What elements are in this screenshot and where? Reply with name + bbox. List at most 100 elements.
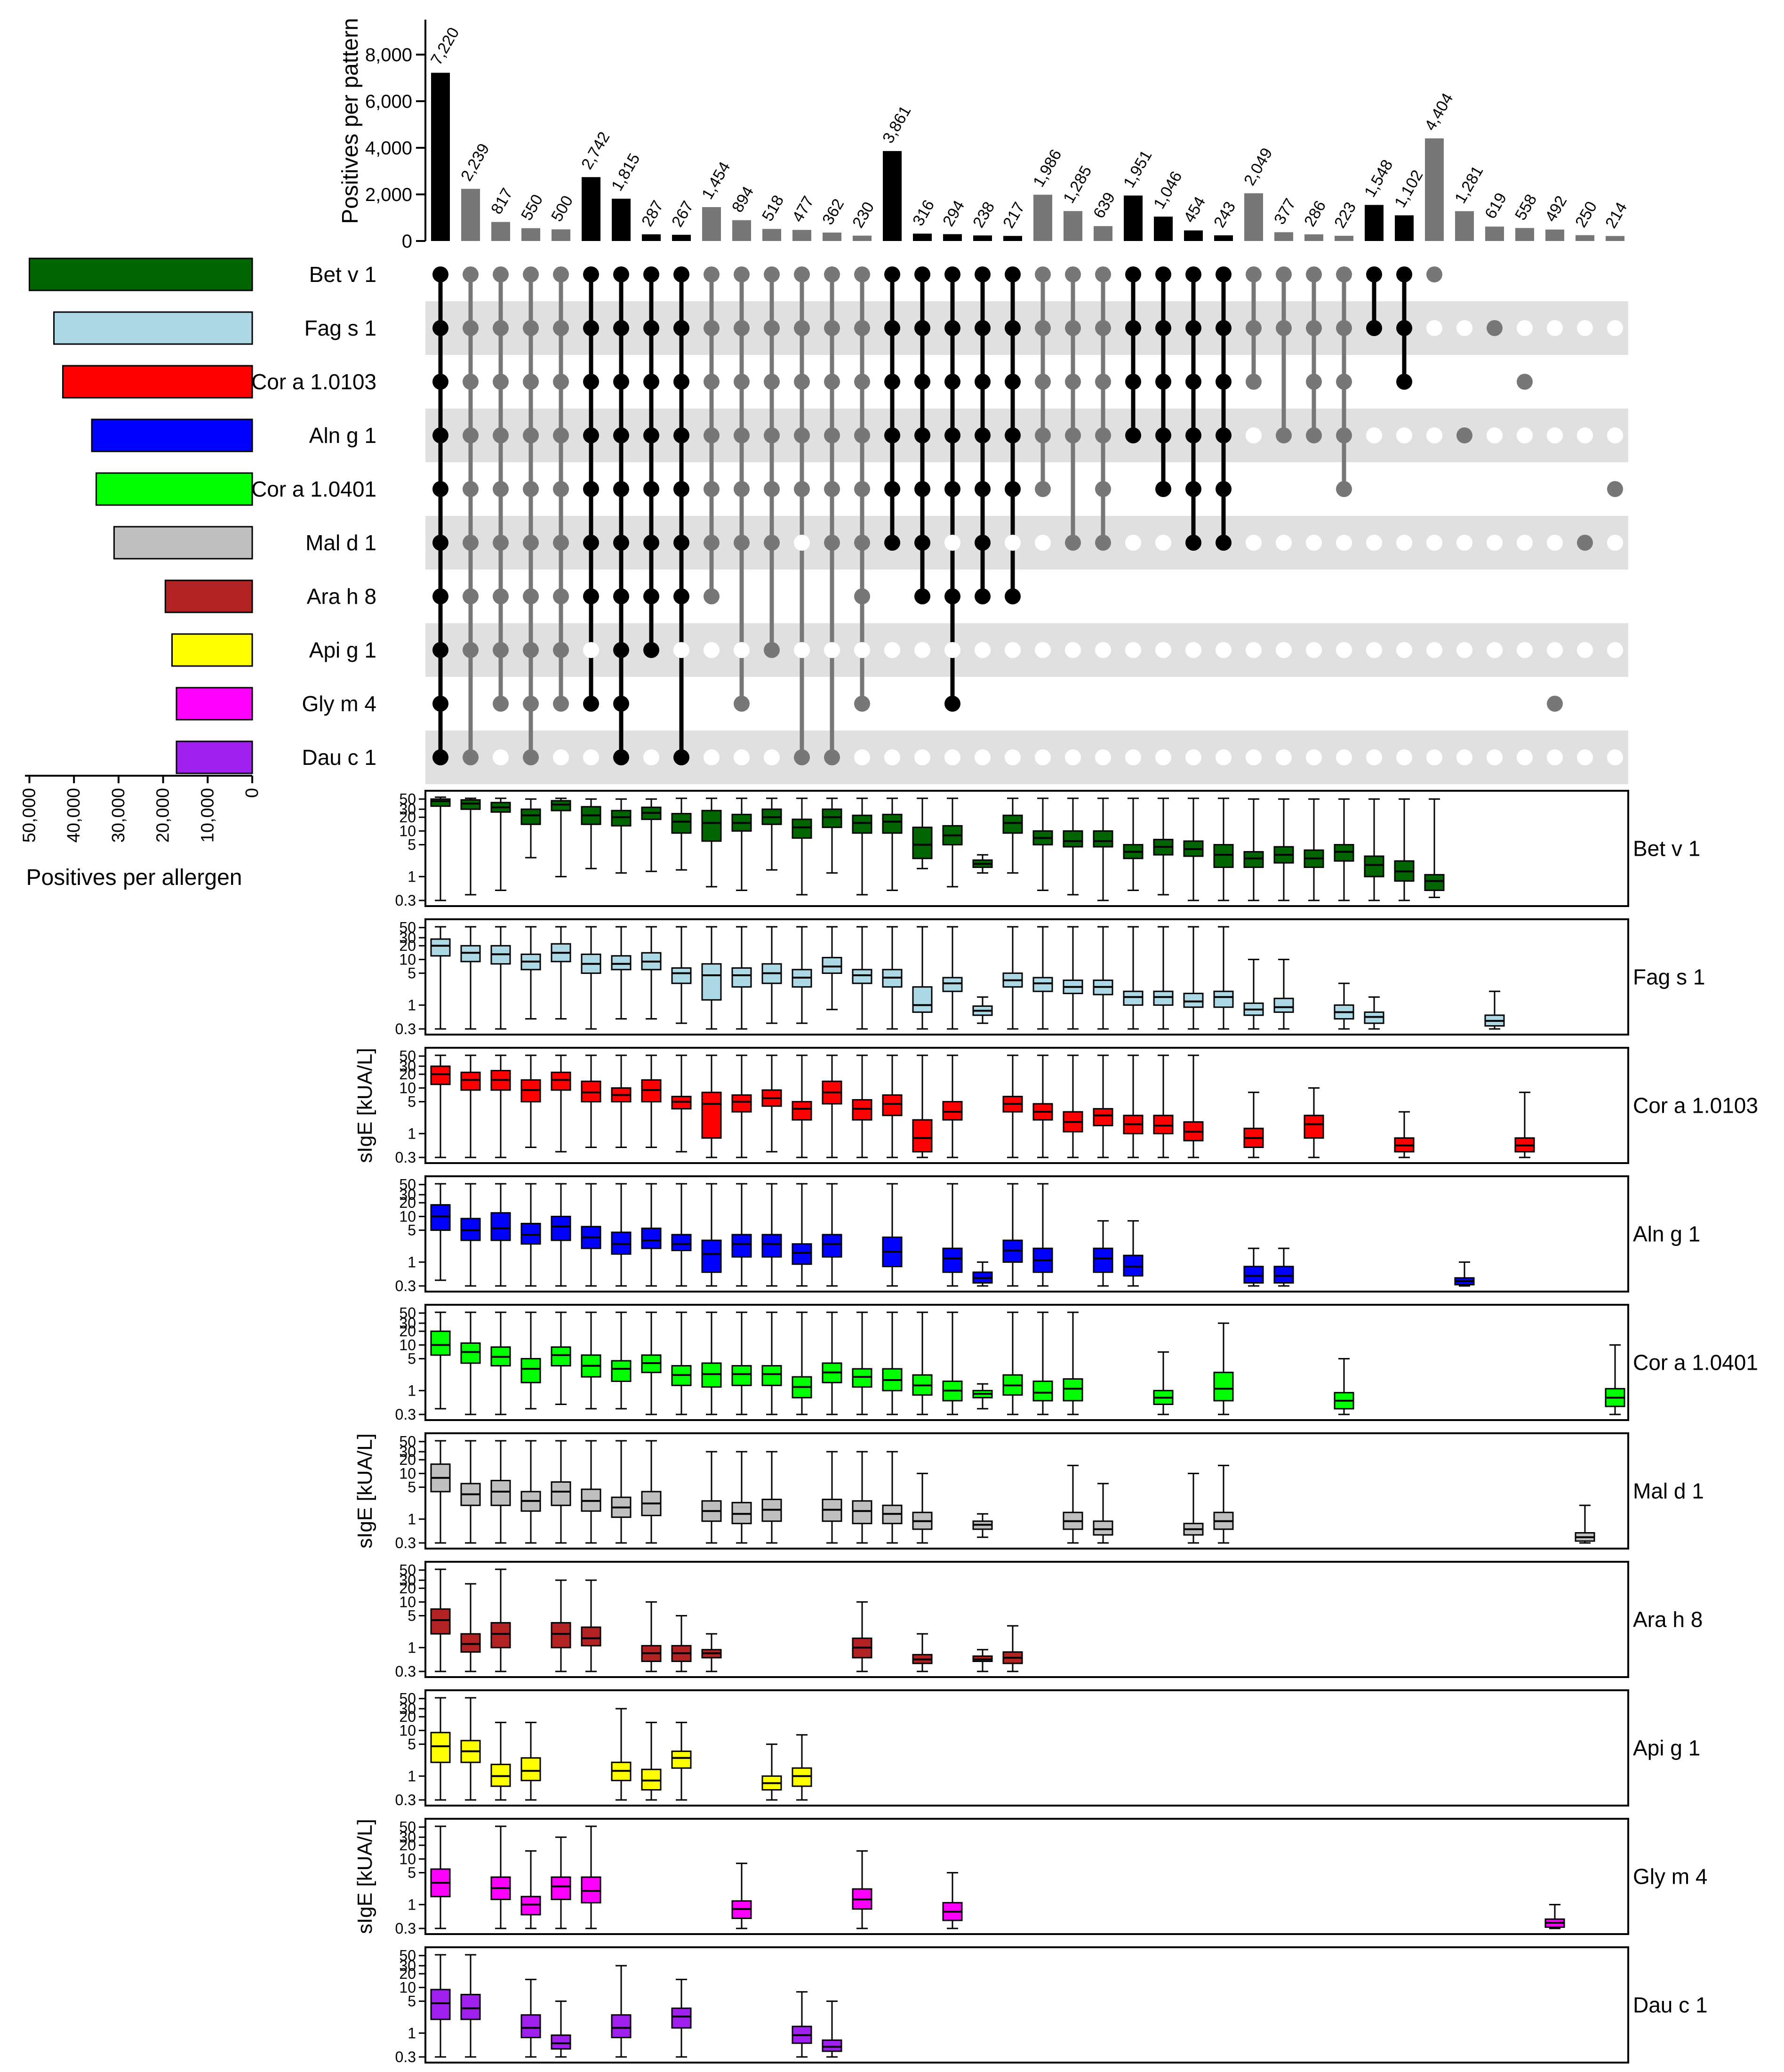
boxplot-box <box>551 1071 571 1091</box>
boxplot-panel-frame <box>424 1175 1629 1293</box>
matrix-dot-active <box>432 374 448 390</box>
boxplot-y-tick-label: 1 <box>408 996 416 1013</box>
matrix-dot-active <box>1306 374 1322 390</box>
boxplot-box <box>611 955 632 971</box>
matrix-dot-active <box>523 374 539 390</box>
boxplot-box <box>852 1368 872 1388</box>
matrix-dot-active <box>944 320 960 336</box>
boxplot-box <box>430 1608 451 1635</box>
matrix-dot-active <box>432 588 448 604</box>
intersection-bar <box>1365 205 1384 241</box>
boxplot-y-axis-title: sIgE [kUA/L] <box>353 1048 376 1163</box>
boxplot-box <box>460 1993 481 2020</box>
intersection-bar <box>1214 235 1233 241</box>
matrix-dot-empty <box>1035 535 1051 551</box>
boxplot-y-tick-label: 10 <box>399 1208 416 1225</box>
intersection-bar <box>461 189 480 241</box>
boxplot-y-tick-label: 50 <box>399 1433 416 1450</box>
boxplot-box <box>761 1365 782 1386</box>
boxplot-box <box>1093 1520 1113 1536</box>
matrix-dot-empty <box>975 642 991 658</box>
boxplot-y-tick-label: 5 <box>408 1736 416 1753</box>
boxplot-y-tick-label: 50 <box>399 1562 416 1579</box>
matrix-dot-active <box>884 320 900 336</box>
matrix-dot-active <box>1035 481 1051 497</box>
intersection-bar <box>521 228 540 241</box>
matrix-dot-active <box>764 427 780 443</box>
matrix-dot-empty <box>884 749 900 765</box>
matrix-dot-active <box>643 535 659 551</box>
boxplot-box <box>792 819 812 839</box>
boxplot-y-tick-label: 5 <box>408 1993 416 2010</box>
matrix-dot-active <box>553 320 569 336</box>
matrix-dot-active <box>944 696 960 712</box>
matrix-dot-empty <box>1426 642 1442 658</box>
matrix-dot-empty <box>1336 535 1352 551</box>
boxplot-panel-frame <box>424 1818 1629 1935</box>
matrix-dot-active <box>764 266 780 282</box>
boxplot-box <box>430 1330 451 1356</box>
set-name-label: Dau c 1 <box>302 745 376 770</box>
boxplot-box <box>671 1751 692 1769</box>
set-size-bar <box>113 526 253 560</box>
matrix-dot-empty <box>1035 642 1051 658</box>
boxplot-box <box>1364 855 1384 877</box>
matrix-dot-active <box>1517 374 1533 390</box>
matrix-dot-active <box>794 749 810 765</box>
matrix-dot-active <box>914 588 930 604</box>
matrix-dot-active <box>432 642 448 658</box>
matrix-dot-empty <box>1456 749 1472 765</box>
matrix-dot-active <box>854 481 870 497</box>
matrix-dot-active <box>764 535 780 551</box>
matrix-dot-active <box>704 266 720 282</box>
boxplot-y-tick-label: 0.3 <box>395 1406 416 1423</box>
matrix-dot-empty <box>1185 749 1201 765</box>
set-size-bar <box>96 472 253 506</box>
boxplot-box <box>430 1989 451 2020</box>
intersection-bar <box>792 230 811 241</box>
boxplot-box <box>430 1204 451 1231</box>
matrix-dot-active <box>824 535 840 551</box>
matrix-dot-active <box>764 481 780 497</box>
matrix-dot-active <box>523 588 539 604</box>
boxplot-y-tick-label: 0.3 <box>395 1020 416 1037</box>
boxplot-box <box>430 798 451 807</box>
intersection-bar <box>1335 235 1353 241</box>
matrix-dot-empty <box>1517 749 1533 765</box>
intersection-bar <box>1515 228 1534 241</box>
boxplot-box <box>460 1342 481 1364</box>
boxplot-box <box>460 1633 481 1653</box>
set-size-bar <box>171 633 253 667</box>
matrix-dot-empty <box>1607 642 1623 658</box>
boxplot-box <box>1183 993 1204 1008</box>
set-name-label: Mal d 1 <box>305 530 376 555</box>
matrix-dot-active <box>704 427 720 443</box>
set-size-bar <box>53 311 253 345</box>
matrix-dot-active <box>463 588 479 604</box>
boxplot-box <box>520 1358 541 1383</box>
boxplot-box <box>490 1212 511 1241</box>
matrix-dot-active <box>553 427 569 443</box>
intersection-bar <box>1485 226 1504 241</box>
matrix-dot-active <box>975 320 991 336</box>
matrix-row-band <box>425 409 1628 462</box>
boxplot-box <box>731 1094 752 1113</box>
matrix-dot-active <box>432 535 448 551</box>
boxplot-box <box>641 1228 662 1249</box>
matrix-dot-active <box>854 535 870 551</box>
boxplot-box <box>1093 1247 1113 1273</box>
matrix-dot-empty <box>1065 749 1081 765</box>
boxplot-box <box>520 1757 541 1782</box>
boxplot-panel-label: Mal d 1 <box>1633 1479 1704 1503</box>
boxplot-box <box>912 986 933 1013</box>
matrix-dot-active <box>613 588 629 604</box>
matrix-dot-active <box>824 374 840 390</box>
matrix-dot-empty <box>1035 749 1051 765</box>
set-name-label: Ara h 8 <box>307 584 376 609</box>
boxplot-panel-frame <box>424 1432 1629 1550</box>
matrix-dot-empty <box>1246 642 1262 658</box>
matrix-dot-empty <box>1547 427 1563 443</box>
matrix-dot-empty <box>1426 749 1442 765</box>
matrix-dot-empty <box>1487 535 1503 551</box>
